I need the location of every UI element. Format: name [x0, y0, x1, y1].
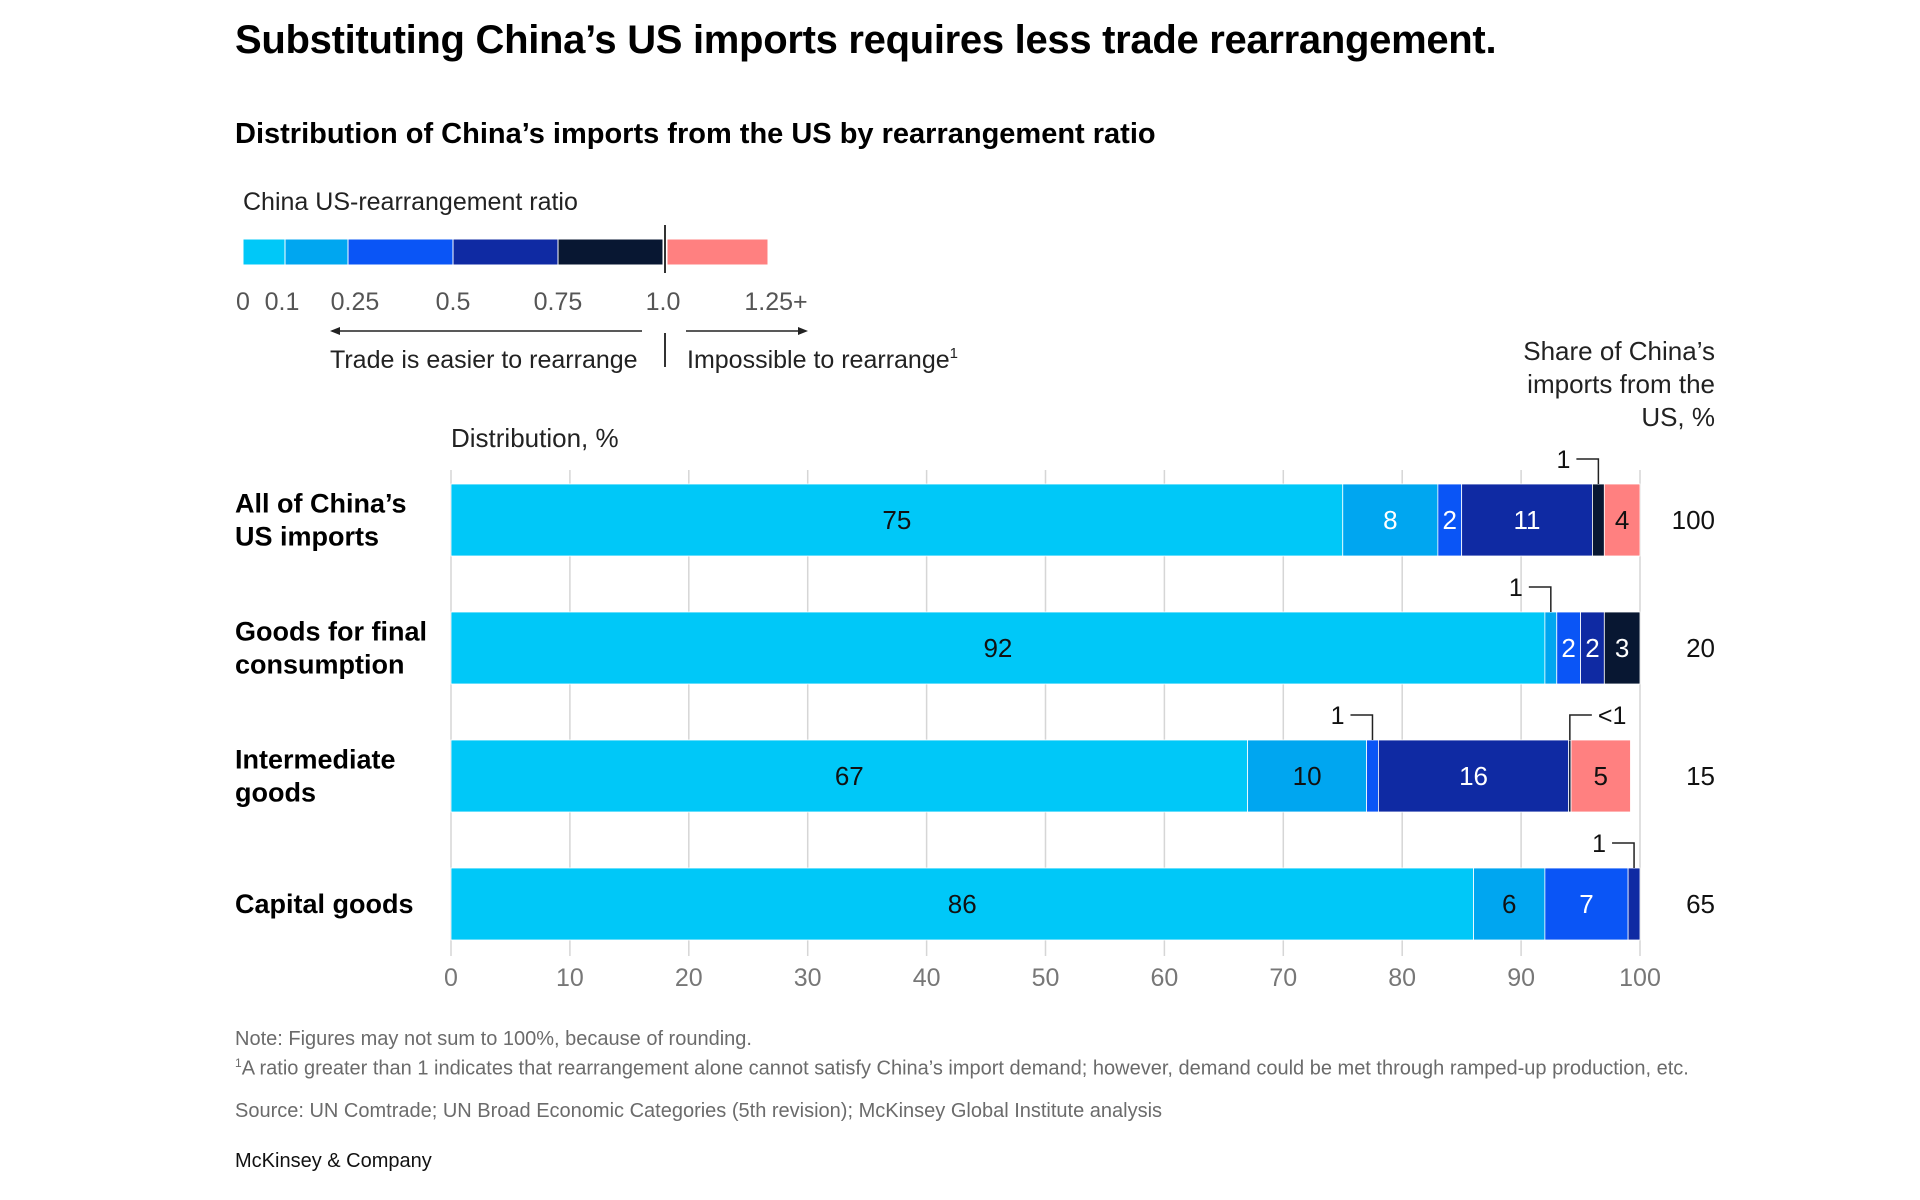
footnote-ratio-marker: 1: [235, 1056, 242, 1070]
chart-subtitle: Distribution of China’s imports from the…: [235, 118, 1156, 150]
share-value: 20: [1686, 633, 1715, 663]
bar-value-label: 5: [1594, 761, 1608, 791]
legend-swatch: [666, 238, 769, 266]
callout-label: 1: [1331, 702, 1345, 730]
x-tick-label: 40: [913, 964, 941, 992]
share-value: 15: [1686, 761, 1715, 791]
x-tick-label: 30: [794, 964, 822, 992]
bar-segment: [1544, 611, 1558, 685]
easier-arrow-head: [330, 327, 340, 335]
legend-tick-label: 0: [236, 288, 250, 316]
legend-swatch: [557, 238, 664, 266]
chart-title: Substituting China’s US imports requires…: [235, 18, 1497, 62]
bar-value-label: 92: [983, 633, 1012, 663]
bar-segment: [450, 483, 1344, 557]
footnote-ratio-text: A ratio greater than 1 indicates that re…: [241, 1057, 1689, 1080]
legend-swatch: [284, 238, 349, 266]
bar-value-label: 4: [1615, 505, 1629, 535]
x-tick-label: 10: [556, 964, 584, 992]
bar-segment: [1366, 739, 1379, 813]
legend-tick-label: 1.25+: [744, 288, 807, 316]
legend-tick-label: 0.75: [534, 288, 583, 316]
bar-segment: [450, 739, 1249, 813]
bar-value-label: 2: [1443, 505, 1457, 535]
bar-value-label: 86: [948, 889, 977, 919]
bar-segment: [1627, 867, 1641, 941]
legend-swatch: [242, 238, 286, 266]
callout-leader: [1612, 842, 1635, 868]
callout-label: 1: [1592, 830, 1606, 858]
bar-value-label: 6: [1502, 889, 1516, 919]
bar-segment: [1473, 867, 1546, 941]
share-value: 65: [1686, 889, 1715, 919]
legend-title: China US-rearrangement ratio: [243, 188, 578, 216]
bar-value-label: 16: [1459, 761, 1488, 791]
x-tick-label: 50: [1032, 964, 1060, 992]
brand-logo-text: McKinsey & Company: [235, 1150, 432, 1172]
impossible-label: Impossible to rearrange1: [687, 345, 958, 374]
footnote-source: Source: UN Comtrade; UN Broad Economic C…: [235, 1100, 1163, 1122]
easier-label: Trade is easier to rearrange: [330, 346, 638, 374]
bar-segment: [1461, 483, 1593, 557]
x-tick-label: 20: [675, 964, 703, 992]
callout-label: <1: [1598, 702, 1627, 730]
legend-swatch: [452, 238, 559, 266]
bar-value-label: 67: [835, 761, 864, 791]
callout-label: 1: [1556, 446, 1570, 474]
x-tick-label: 90: [1507, 964, 1535, 992]
category-label: consumption: [235, 650, 405, 680]
callout-leader: [1569, 714, 1592, 740]
impossible-arrow-head: [798, 327, 808, 335]
bar-segment: [1342, 483, 1439, 557]
share-header: imports from the: [1527, 369, 1715, 399]
bar-segment: [450, 611, 1546, 685]
callout-leader: [1350, 714, 1374, 740]
category-label: Capital goods: [235, 889, 414, 919]
legend-tick-label: 0.5: [436, 288, 471, 316]
bar-segment: [1570, 739, 1631, 813]
x-tick-label: 0: [444, 964, 458, 992]
bar-value-label: 10: [1293, 761, 1322, 791]
category-label: All of China’s: [235, 489, 407, 519]
footnote-rounding: Note: Figures may not sum to 100%, becau…: [235, 1028, 752, 1050]
bar-segment: [1247, 739, 1367, 813]
legend-tick-label: 0.1: [265, 288, 300, 316]
bar-segment: [1544, 867, 1629, 941]
bar-segment: [1592, 483, 1605, 557]
impossible-footnote-marker: 1: [950, 345, 958, 362]
callout-label: 1: [1509, 574, 1523, 602]
x-tick-label: 80: [1388, 964, 1416, 992]
bar-segment: [1378, 739, 1570, 813]
bar-value-label: 2: [1585, 633, 1599, 663]
bar-value-label: 2: [1561, 633, 1575, 663]
bar-value-label: 75: [882, 505, 911, 535]
callout-leader: [1528, 586, 1552, 612]
bar-segment: [1603, 611, 1641, 685]
x-tick-label: 60: [1150, 964, 1178, 992]
x-axis-title: Distribution, %: [451, 423, 619, 453]
x-tick-label: 100: [1619, 964, 1661, 992]
bar-value-label: 7: [1579, 889, 1593, 919]
callout-leader: [1576, 458, 1600, 484]
bar-value-label: 11: [1514, 505, 1541, 535]
bar-value-label: 3: [1615, 633, 1629, 663]
category-label: goods: [235, 778, 316, 808]
category-label: Goods for final: [235, 617, 427, 647]
bar-value-label: 8: [1383, 505, 1397, 535]
legend-tick-label: 1.0: [646, 288, 681, 316]
share-header: US, %: [1641, 402, 1715, 432]
x-tick-label: 70: [1269, 964, 1297, 992]
legend-swatch: [347, 238, 454, 266]
category-label: US imports: [235, 522, 379, 552]
share-value: 100: [1672, 505, 1715, 535]
footnote-ratio: 1A ratio greater than 1 indicates that r…: [235, 1051, 1715, 1081]
bar-segment: [450, 867, 1474, 941]
legend-tick-label: 0.25: [331, 288, 380, 316]
category-label: Intermediate: [235, 745, 396, 775]
bar-segment: [1603, 483, 1641, 557]
share-header: Share of China’s: [1523, 336, 1715, 366]
